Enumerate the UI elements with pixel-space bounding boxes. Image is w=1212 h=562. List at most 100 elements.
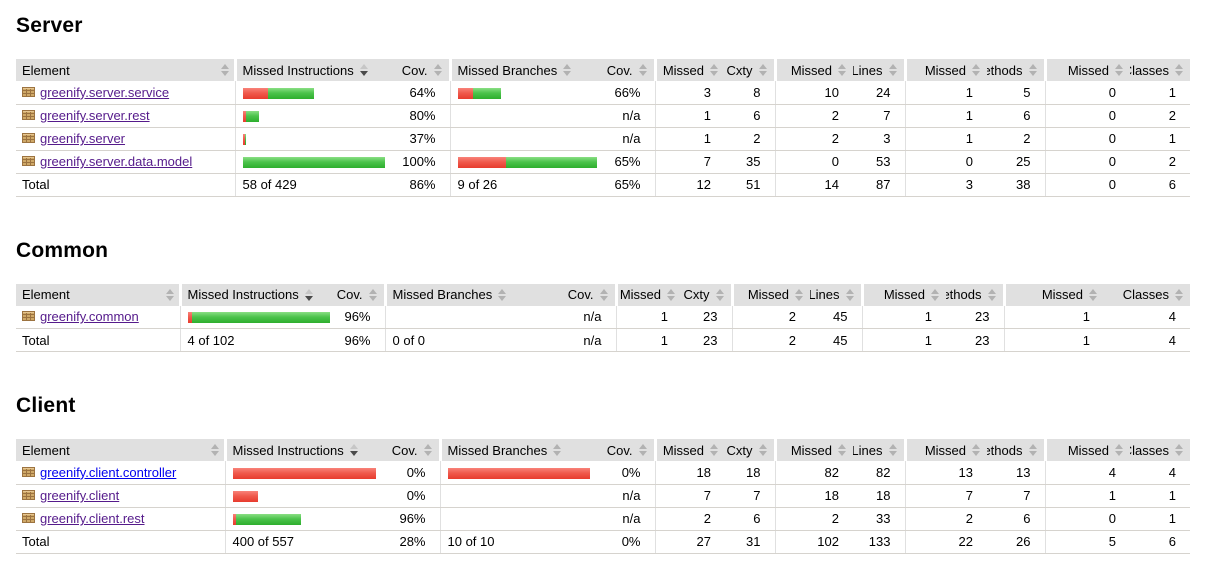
section-heading-common: Common	[16, 238, 109, 262]
sort-toggle-icon	[1028, 64, 1037, 76]
package-icon	[22, 310, 35, 322]
column-header-cov-2[interactable]: Cov.	[401, 62, 428, 78]
missed-classes-cell: 0	[1044, 150, 1130, 174]
sort-toggle-icon	[1115, 64, 1123, 76]
package-link[interactable]: greenify.client.rest	[40, 511, 145, 526]
column-header-missed-11[interactable]: Missed	[1067, 442, 1109, 458]
instructions-bar-cell	[179, 305, 330, 329]
package-link[interactable]: greenify.server	[40, 131, 126, 146]
branches-bar-cell	[384, 305, 540, 329]
column-header-missed-5[interactable]: Missed	[619, 287, 661, 302]
missed-classes-cell: 0	[1044, 507, 1130, 531]
column-header-missed-11[interactable]: Missed	[1067, 62, 1109, 78]
cxty-cell: 35	[725, 150, 775, 174]
package-link[interactable]: greenify.common	[40, 309, 139, 325]
column-header-methods-10[interactable]: Methods	[987, 442, 1023, 458]
column-header-lines-8[interactable]: Lines	[853, 62, 883, 78]
sort-toggle-icon	[638, 64, 647, 76]
column-header-cov-2[interactable]: Cov.	[391, 442, 418, 458]
total-missed-classes-cell: 5	[1044, 530, 1130, 554]
column-header-missed-9[interactable]: Missed	[883, 287, 925, 302]
branches-bar-cell	[439, 484, 598, 508]
column-header-lines-8[interactable]: Lines	[853, 442, 883, 458]
header-cell: Missed	[773, 439, 853, 461]
column-header-missed-instructions-1[interactable]: Missed Instructions	[187, 287, 299, 302]
branch-coverage-pct: 0%	[598, 461, 655, 485]
column-header-element-0[interactable]: Element	[22, 62, 70, 78]
instruction-coverage-pct: 80%	[393, 104, 450, 128]
missed-classes-cell: 0	[1044, 127, 1130, 151]
total-cxty-cell: 31	[725, 530, 775, 554]
package-link[interactable]: greenify.server.data.model	[40, 154, 193, 169]
column-header-missed-7[interactable]: Missed	[790, 442, 832, 458]
package-link[interactable]: greenify.server.service	[40, 84, 170, 100]
section-heading-server: Server	[16, 14, 83, 37]
column-header-classes-12[interactable]: Classes	[1130, 442, 1169, 458]
column-header-cxty-6[interactable]: Cxty	[726, 62, 753, 78]
methods-cell: 23	[946, 305, 1004, 329]
total-branch-coverage-pct: 65%	[600, 173, 655, 197]
column-header-missed-instructions-1[interactable]: Missed Instructions	[232, 442, 344, 458]
total-instruction-coverage-pct: 86%	[393, 173, 450, 197]
column-header-missed-branches-3[interactable]: Missed Branches	[392, 287, 493, 302]
column-header-missed-branches-3[interactable]: Missed Branches	[457, 62, 558, 78]
header-cell: Missed Instructions	[233, 59, 393, 81]
table-row: greenify.client.controller 0% 0% 18 18 82 82 13…	[16, 461, 1190, 485]
package-icon	[22, 489, 35, 501]
column-header-methods-10[interactable]: Methods	[946, 287, 982, 302]
sort-toggle-icon	[210, 444, 219, 456]
column-header-missed-instructions-1[interactable]: Missed Instructions	[242, 62, 354, 78]
column-header-missed-5[interactable]: Missed	[662, 62, 704, 78]
column-header-missed-9[interactable]: Missed	[924, 62, 966, 78]
column-header-classes-12[interactable]: Classes	[1122, 287, 1169, 302]
column-header-cov-2[interactable]: Cov.	[336, 287, 363, 302]
total-missed-branches: 9 of 26	[449, 173, 600, 197]
column-header-cov-4[interactable]: Cov.	[606, 62, 633, 78]
instruction-coverage-pct: 0%	[383, 461, 440, 485]
package-link[interactable]: greenify.client.controller	[40, 464, 177, 480]
methods-cell: 5	[987, 81, 1045, 105]
total-row: Total 58 of 429 86% 9 of 26 65% 12 51 14 87 3 38 0 6	[16, 173, 1190, 197]
instruction-coverage-pct: 0%	[383, 484, 440, 508]
lines-cell: 82	[853, 461, 905, 485]
header-cell: Classes	[1130, 59, 1190, 81]
header-cell: Cov.	[393, 59, 450, 81]
column-header-missed-7[interactable]: Missed	[790, 62, 832, 78]
column-header-lines-8[interactable]: Lines	[810, 287, 840, 302]
column-header-missed-7[interactable]: Missed	[747, 287, 789, 302]
column-header-missed-branches-3[interactable]: Missed Branches	[447, 442, 548, 458]
sort-toggle-icon	[433, 64, 442, 76]
classes-cell: 4	[1130, 461, 1190, 485]
sort-toggle-icon	[368, 288, 377, 301]
column-header-cxty-6[interactable]: Cxty	[726, 442, 753, 458]
lines-cell: 45	[810, 305, 862, 329]
missed-cxty-cell: 1	[654, 104, 725, 128]
column-header-cov-4[interactable]: Cov.	[606, 442, 633, 458]
total-label: Total	[16, 328, 180, 352]
table-row: greenify.common 96% n/a 1 23 2 45 1 23 1 4	[16, 305, 1190, 329]
element-cell: greenify.client.controller	[16, 461, 225, 485]
column-header-cov-4[interactable]: Cov.	[567, 287, 594, 302]
header-cell: Element	[16, 439, 225, 461]
element-cell: greenify.client	[16, 484, 225, 508]
header-cell: Cov.	[598, 439, 655, 461]
header-cell: Classes	[1104, 283, 1190, 306]
header-cell: Lines	[853, 59, 905, 81]
column-header-missed-9[interactable]: Missed	[924, 442, 966, 458]
total-missed-classes-cell: 0	[1044, 173, 1130, 197]
column-header-missed-5[interactable]: Missed	[662, 442, 704, 458]
package-icon	[22, 466, 35, 478]
lines-cell: 53	[853, 150, 905, 174]
header-cell: Cxty	[725, 59, 775, 81]
sort-toggle-icon	[220, 64, 229, 76]
column-header-methods-10[interactable]: Methods	[987, 62, 1023, 78]
package-link[interactable]: greenify.server.rest	[40, 108, 150, 123]
total-missed-lines-cell: 102	[774, 530, 853, 554]
missed-classes-cell: 1	[1003, 305, 1104, 329]
column-header-cxty-6[interactable]: Cxty	[683, 287, 710, 302]
column-header-element-0[interactable]: Element	[22, 287, 70, 302]
column-header-missed-11[interactable]: Missed	[1041, 287, 1083, 302]
column-header-element-0[interactable]: Element	[22, 442, 70, 458]
package-link[interactable]: greenify.client	[40, 488, 120, 503]
column-header-classes-12[interactable]: Classes	[1130, 62, 1169, 78]
